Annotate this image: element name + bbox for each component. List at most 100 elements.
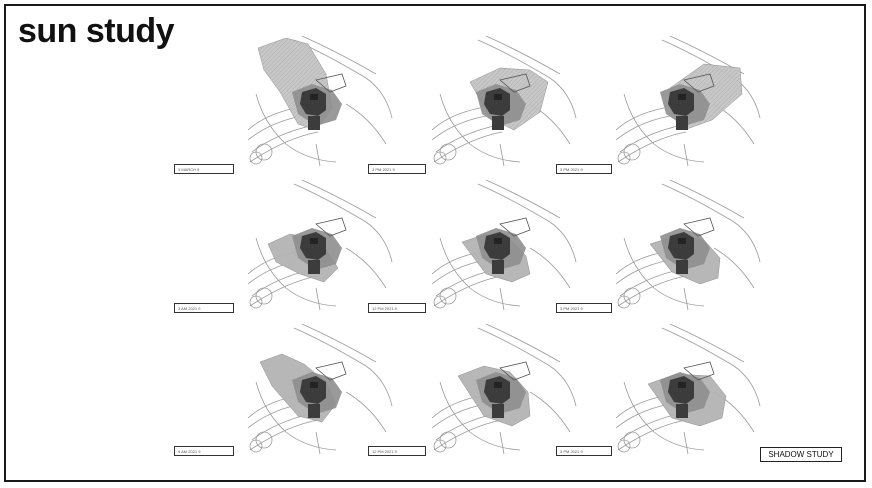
context-line [249, 439, 263, 453]
shadow-diagram-panel [246, 34, 396, 166]
context-line [315, 287, 321, 310]
site-plan-drawing [615, 35, 761, 166]
shadow-diagram-panel [246, 322, 396, 454]
page-title: sun study [18, 12, 175, 50]
context-line [623, 93, 705, 163]
context-line [439, 287, 457, 305]
time-label: 3 AM 2021 9 [174, 303, 234, 313]
context-line [615, 107, 665, 131]
building-core [310, 382, 318, 388]
shadow-diagram-panel [614, 178, 764, 310]
courtyard-outline [315, 361, 347, 381]
context-line [669, 323, 745, 363]
context-line [617, 419, 687, 451]
courtyard-outline [315, 73, 347, 93]
time-label: 12 PM 2021 9 [368, 303, 426, 313]
shadow-diagram-panel [430, 322, 580, 454]
context-line [439, 237, 521, 307]
context-line [439, 381, 521, 451]
context-line [431, 115, 487, 141]
building-footprint [484, 88, 510, 116]
context-line [683, 431, 689, 454]
building-wing [676, 116, 688, 130]
building-footprint [300, 376, 326, 404]
context-line [431, 403, 487, 429]
context-line [485, 35, 561, 75]
context-line [617, 131, 687, 163]
context-line [615, 403, 671, 429]
building-core [678, 382, 686, 388]
context-line [439, 431, 457, 449]
building-core [310, 238, 318, 244]
context-line [301, 179, 377, 219]
time-label: 3 PM 2021 9 [368, 164, 426, 174]
time-label: 3 MARCH 9 [174, 164, 234, 174]
site-plan-drawing [247, 35, 393, 166]
context-line [433, 295, 447, 309]
building-footprint [484, 376, 510, 404]
building-wing [492, 116, 504, 130]
shadow-diagram-panel [430, 34, 580, 166]
context-line [623, 237, 705, 307]
context-line [249, 295, 263, 309]
context-line [345, 247, 387, 289]
shadow-diagram-panel [614, 34, 764, 166]
context-line [499, 287, 505, 310]
shadow-study-badge: SHADOW STUDY [760, 447, 842, 462]
building-core [678, 238, 686, 244]
building-wing [308, 404, 320, 418]
context-line [499, 431, 505, 454]
shadow-diagram-panel [614, 322, 764, 454]
context-line [623, 431, 641, 449]
context-line [345, 103, 387, 145]
building-core [494, 382, 502, 388]
site-plan-drawing [247, 323, 393, 454]
context-line [249, 419, 319, 451]
context-line [315, 431, 321, 454]
context-line [249, 131, 319, 163]
context-line [623, 381, 705, 451]
building-core [678, 94, 686, 100]
context-line [485, 179, 561, 219]
time-label: 3 PM 2021 9 [556, 446, 612, 456]
time-label: 9 AM 2021 9 [174, 446, 234, 456]
context-line [499, 143, 505, 166]
site-plan-drawing [431, 35, 577, 166]
context-line [615, 115, 671, 141]
context-line [255, 237, 337, 307]
time-label: 3 PM 2021 9 [556, 164, 612, 174]
context-line [293, 39, 393, 119]
context-line [439, 93, 521, 163]
building-wing [676, 404, 688, 418]
context-line [433, 439, 447, 453]
context-line [249, 151, 263, 165]
building-footprint [484, 232, 510, 260]
building-footprint [668, 232, 694, 260]
context-line [661, 327, 761, 407]
context-line [255, 431, 273, 449]
courtyard-outline [499, 361, 531, 381]
courtyard-outline [683, 217, 715, 237]
context-line [485, 323, 561, 363]
context-line [247, 115, 303, 141]
context-line [477, 183, 577, 263]
context-line [529, 391, 571, 433]
shadow-diagram-panel [246, 178, 396, 310]
site-plan-drawing [247, 179, 393, 310]
building-wing [492, 404, 504, 418]
courtyard-outline [315, 217, 347, 237]
context-line [683, 287, 689, 310]
time-label: 12 PM 2021 9 [368, 446, 426, 456]
building-core [494, 94, 502, 100]
context-line [477, 327, 577, 407]
context-line [345, 391, 387, 433]
context-line [713, 247, 755, 289]
shadow-diagram-panel [430, 178, 580, 310]
building-core [494, 238, 502, 244]
context-line [661, 183, 761, 263]
context-line [431, 107, 481, 131]
building-footprint [668, 88, 694, 116]
site-plan-drawing [431, 323, 577, 454]
context-line [249, 275, 319, 307]
context-line [293, 327, 393, 407]
